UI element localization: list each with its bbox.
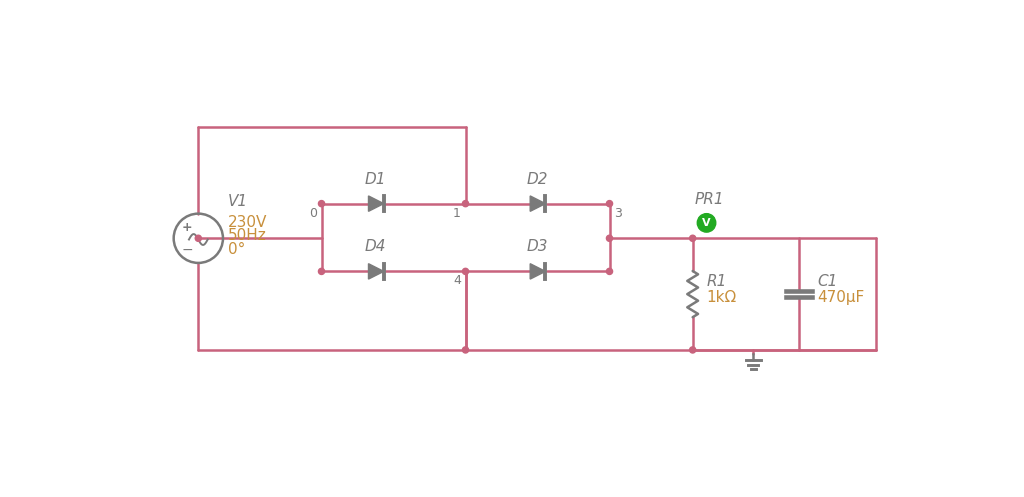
Text: D4: D4 — [365, 240, 386, 254]
Text: 230V: 230V — [227, 215, 267, 231]
Circle shape — [689, 347, 695, 353]
Text: −: − — [181, 243, 194, 256]
Circle shape — [463, 347, 469, 353]
Text: D1: D1 — [365, 171, 386, 187]
Text: 1: 1 — [453, 207, 461, 220]
Text: D2: D2 — [526, 171, 548, 187]
Text: D3: D3 — [526, 240, 548, 254]
Polygon shape — [369, 264, 384, 279]
Text: +: + — [182, 222, 193, 235]
Circle shape — [697, 214, 716, 232]
Polygon shape — [369, 196, 384, 211]
Polygon shape — [530, 196, 546, 211]
Polygon shape — [530, 264, 546, 279]
Circle shape — [318, 268, 325, 274]
Text: R1: R1 — [707, 274, 727, 289]
Text: 0°: 0° — [227, 242, 245, 256]
Text: 0: 0 — [309, 207, 316, 220]
Text: V1: V1 — [227, 194, 248, 209]
Circle shape — [606, 235, 612, 242]
Text: PR1: PR1 — [695, 192, 724, 207]
Circle shape — [196, 235, 202, 242]
Text: 50Hz: 50Hz — [227, 229, 266, 244]
Text: 4: 4 — [453, 274, 461, 287]
Text: 3: 3 — [614, 207, 622, 220]
Text: 470μF: 470μF — [817, 290, 864, 305]
Text: 1kΩ: 1kΩ — [707, 290, 737, 305]
Circle shape — [463, 268, 469, 274]
Circle shape — [463, 201, 469, 207]
Text: C1: C1 — [817, 274, 838, 289]
Circle shape — [318, 201, 325, 207]
Text: V: V — [702, 218, 711, 228]
Circle shape — [689, 235, 695, 242]
Circle shape — [606, 201, 612, 207]
Circle shape — [606, 268, 612, 274]
